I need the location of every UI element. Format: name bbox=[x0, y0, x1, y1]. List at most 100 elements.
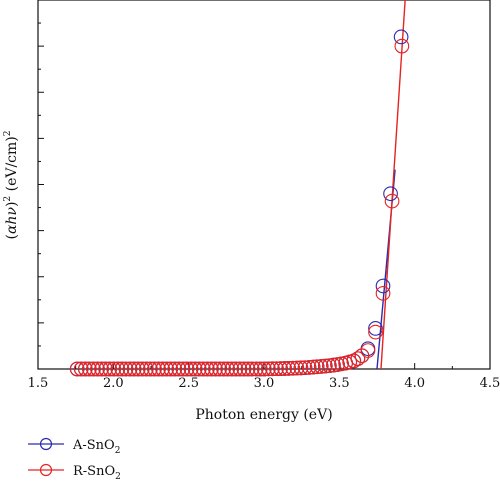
data-point-r-sno2 bbox=[179, 361, 195, 377]
data-point-r-sno2 bbox=[220, 361, 236, 377]
legend-item-r-sno2: R-SnO2 bbox=[28, 463, 121, 482]
x-tick-label: 1.5 bbox=[28, 376, 49, 391]
data-point-r-sno2 bbox=[252, 361, 268, 377]
legend-marker-r-sno2 bbox=[39, 463, 53, 477]
legend: A-SnO2 R-SnO2 bbox=[28, 437, 121, 482]
data-point-r-sno2 bbox=[106, 361, 122, 377]
data-point-r-sno2 bbox=[163, 361, 179, 377]
y-axis-label-unit: (eV/cm) bbox=[4, 136, 20, 196]
data-point-r-sno2 bbox=[309, 359, 325, 375]
data-point-r-sno2 bbox=[114, 361, 130, 377]
data-point-r-sno2 bbox=[134, 361, 150, 377]
legend-marker-a-sno2 bbox=[39, 437, 53, 451]
data-point-r-sno2 bbox=[175, 361, 191, 377]
data-point-r-sno2 bbox=[240, 361, 256, 377]
data-point-r-sno2 bbox=[297, 360, 313, 376]
data-point-r-sno2 bbox=[151, 361, 166, 377]
x-axis-tick-labels: 1.5 2.0 2.5 3.0 3.5 4.0 4.5 bbox=[28, 376, 500, 391]
data-point-r-sno2 bbox=[183, 361, 199, 377]
y-axis-label-close: ) bbox=[4, 202, 20, 207]
x-tick-label: 2.0 bbox=[103, 376, 124, 391]
data-point-r-sno2 bbox=[204, 361, 219, 377]
data-point-r-sno2 bbox=[82, 361, 97, 377]
y-axis-label-symbol: αhν bbox=[4, 207, 20, 234]
data-point-r-sno2 bbox=[138, 361, 154, 377]
y-axis-label-exp: 2 bbox=[3, 196, 13, 202]
data-point-a-sno2 bbox=[393, 29, 409, 45]
data-point-r-sno2 bbox=[195, 361, 211, 377]
data-point-r-sno2 bbox=[98, 361, 113, 377]
data-point-r-sno2 bbox=[118, 361, 134, 377]
data-point-r-sno2 bbox=[187, 361, 203, 377]
data-point-r-sno2 bbox=[244, 361, 260, 377]
data-point-r-sno2 bbox=[354, 348, 370, 364]
data-point-r-sno2 bbox=[289, 360, 305, 376]
data-point-r-sno2 bbox=[155, 361, 170, 377]
data-point-r-sno2 bbox=[277, 361, 292, 376]
data-point-r-sno2 bbox=[326, 357, 341, 373]
y-axis-label-open: ( bbox=[4, 234, 20, 239]
data-point-r-sno2 bbox=[265, 361, 280, 377]
data-point-r-sno2 bbox=[212, 361, 227, 377]
x-tick-label: 2.5 bbox=[178, 376, 199, 391]
data-point-r-sno2 bbox=[360, 343, 376, 358]
legend-label-r-sno2: R-SnO2 bbox=[73, 464, 121, 482]
data-point-r-sno2 bbox=[256, 361, 272, 377]
data-point-a-sno2 bbox=[383, 186, 398, 202]
data-point-r-sno2 bbox=[301, 360, 317, 375]
data-point-r-sno2 bbox=[102, 361, 118, 377]
data-point-r-sno2 bbox=[317, 358, 333, 374]
data-point-r-sno2 bbox=[313, 359, 329, 374]
fit-lines bbox=[376, 0, 406, 369]
x-axis-label: Photon energy (eV) bbox=[195, 407, 332, 423]
data-point-r-sno2 bbox=[322, 358, 337, 374]
data-point-r-sno2 bbox=[293, 360, 309, 376]
data-point-r-sno2 bbox=[143, 361, 158, 377]
data-point-r-sno2 bbox=[90, 361, 105, 377]
data-point-r-sno2 bbox=[69, 361, 85, 377]
data-point-r-sno2 bbox=[236, 361, 252, 377]
data-markers bbox=[69, 29, 410, 377]
data-point-a-sno2 bbox=[368, 321, 383, 336]
fit-line-r-sno2 bbox=[380, 0, 406, 369]
data-point-r-sno2 bbox=[285, 360, 301, 376]
y-axis-label-unit-exp: 2 bbox=[3, 131, 13, 137]
data-point-r-sno2 bbox=[171, 361, 187, 377]
data-point-r-sno2 bbox=[273, 361, 288, 376]
y-axis-ticks bbox=[38, 0, 44, 370]
data-point-a-sno2 bbox=[375, 278, 391, 294]
y-axis-label: (αhν)2 (eV/cm)2 bbox=[3, 131, 20, 240]
data-point-r-sno2 bbox=[269, 361, 284, 377]
data-point-r-sno2 bbox=[228, 361, 244, 377]
data-point-r-sno2 bbox=[394, 38, 410, 54]
data-point-r-sno2 bbox=[232, 361, 248, 377]
data-point-r-sno2 bbox=[208, 361, 223, 377]
data-point-r-sno2 bbox=[305, 359, 321, 375]
data-point-r-sno2 bbox=[261, 361, 276, 377]
data-point-r-sno2 bbox=[77, 361, 93, 377]
x-tick-label: 3.0 bbox=[254, 376, 275, 391]
data-point-r-sno2 bbox=[216, 361, 231, 377]
data-point-r-sno2 bbox=[126, 361, 142, 377]
data-point-r-sno2 bbox=[248, 361, 264, 377]
data-point-r-sno2 bbox=[350, 351, 366, 367]
data-point-r-sno2 bbox=[73, 361, 89, 377]
x-tick-label: 4.5 bbox=[480, 376, 500, 391]
data-point-r-sno2 bbox=[122, 361, 138, 377]
data-point-r-sno2 bbox=[159, 361, 175, 377]
data-point-r-sno2 bbox=[368, 324, 383, 340]
data-point-r-sno2 bbox=[346, 353, 362, 369]
data-point-r-sno2 bbox=[167, 361, 183, 377]
legend-item-a-sno2: A-SnO2 bbox=[28, 437, 120, 456]
data-point-r-sno2 bbox=[281, 361, 297, 376]
data-point-r-sno2 bbox=[191, 361, 207, 377]
legend-label-a-sno2: A-SnO2 bbox=[72, 438, 120, 456]
data-point-r-sno2 bbox=[199, 361, 215, 377]
x-tick-label: 3.5 bbox=[329, 376, 350, 391]
data-point-r-sno2 bbox=[94, 361, 109, 377]
plot-frame bbox=[37, 0, 491, 370]
x-tick-label: 4.0 bbox=[404, 376, 425, 391]
data-point-r-sno2 bbox=[224, 361, 240, 377]
data-point-r-sno2 bbox=[86, 361, 101, 377]
